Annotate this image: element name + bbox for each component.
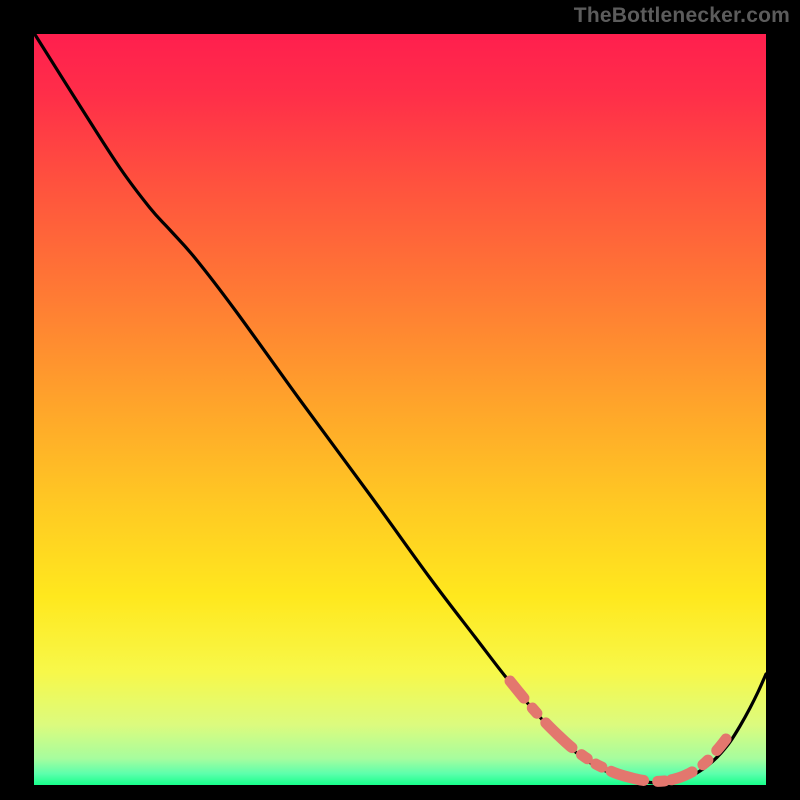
watermark-text: TheBottlenecker.com	[574, 4, 790, 28]
chart-stage: TheBottlenecker.com	[0, 0, 800, 800]
bottleneck-chart	[0, 0, 800, 800]
plot-area	[34, 34, 766, 785]
